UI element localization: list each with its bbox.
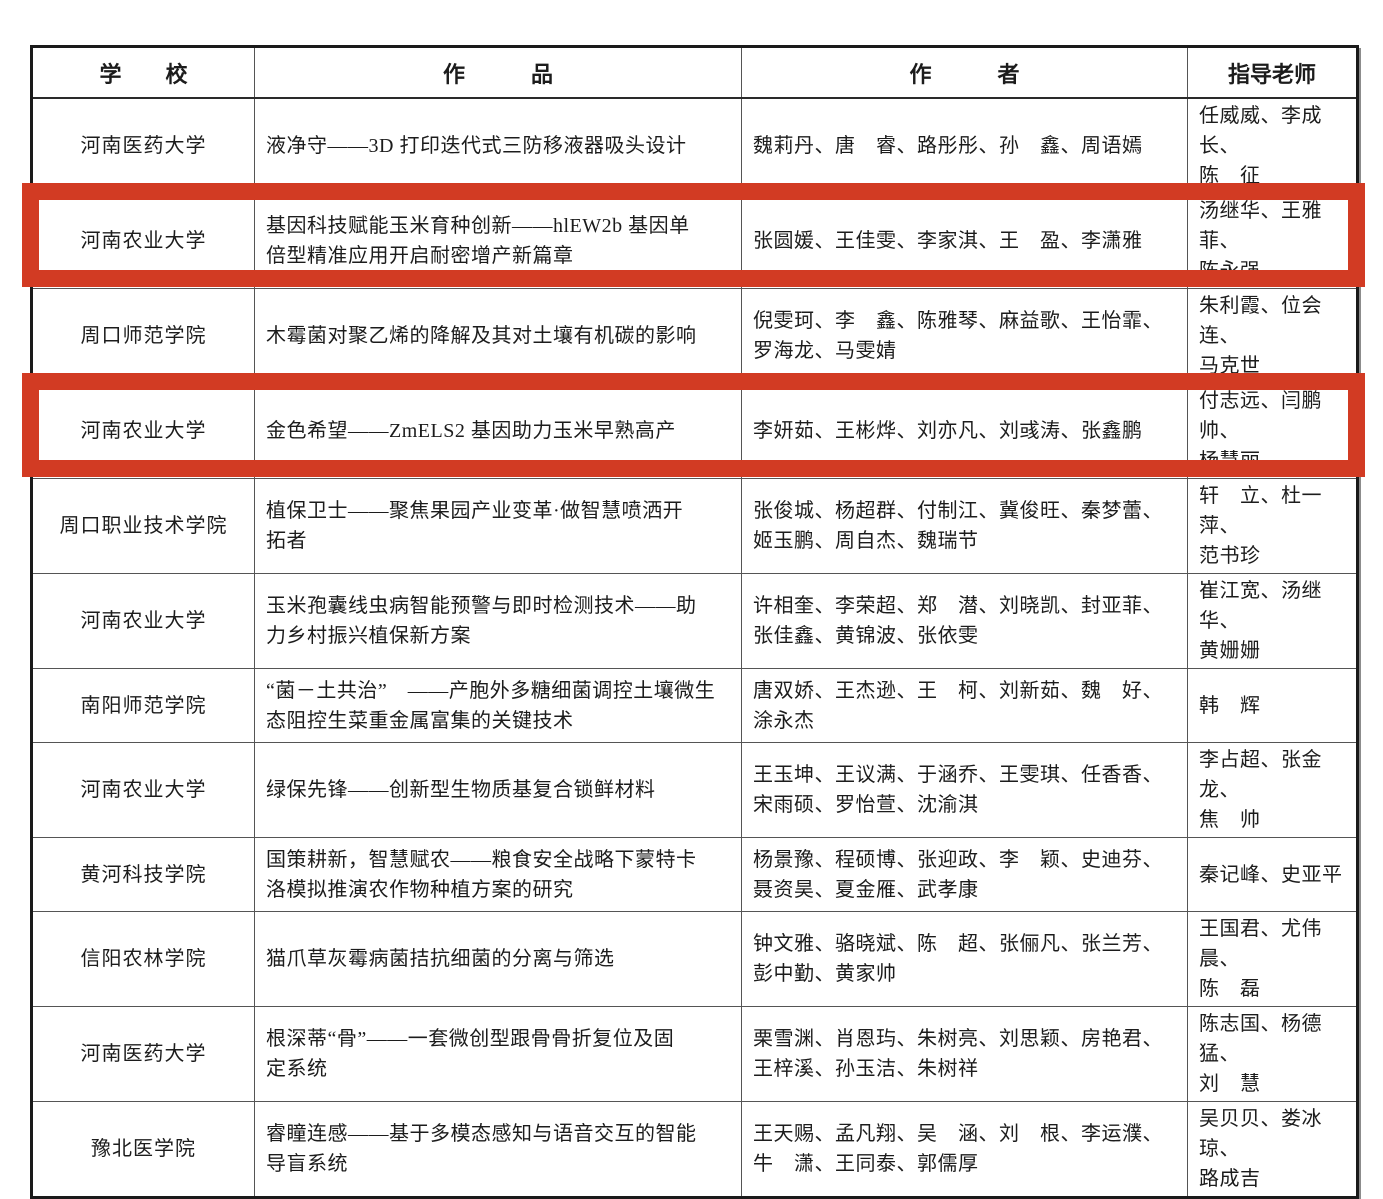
advisors-cell: 吴贝贝、娄冰琼、 路成吉: [1187, 1101, 1358, 1198]
authors-cell: 王天赐、孟凡翔、吴 涵、刘 根、李运濮、 牛 潇、王同泰、郭儒厚: [741, 1101, 1188, 1198]
advisors-cell: 秦记峰、史亚平: [1187, 837, 1358, 912]
table-row: 南阳师范学院 “菌－土共治” ——产胞外多糖细菌调控土壤微生 态阻控生菜重金属富…: [31, 668, 1358, 743]
column-header-authors: 作 者: [741, 46, 1188, 99]
advisors-cell: 崔江宽、汤继华、 黄姗姗: [1187, 573, 1358, 669]
school-cell: 豫北医学院: [31, 1101, 255, 1198]
advisors-cell: 付志远、闫鹏帅、 杨慧丽: [1187, 383, 1358, 479]
work-title-cell: 睿瞳连感——基于多模态感知与语音交互的智能 导盲系统: [254, 1101, 742, 1198]
authors-cell: 杨景豫、程硕博、张迎政、李 颖、史迪芬、 聂资昊、夏金雁、武孝康: [741, 837, 1188, 912]
school-cell: 河南农业大学: [31, 573, 255, 669]
school-cell: 周口职业技术学院: [31, 478, 255, 574]
school-cell: 河南农业大学: [31, 193, 255, 289]
work-title-cell: 植保卫士——聚焦果园产业变革·做智慧喷洒开 拓者: [254, 478, 742, 574]
authors-cell: 倪雯珂、李 鑫、陈雅琴、麻益歌、王怡霏、 罗海龙、马雯婧: [741, 288, 1188, 384]
award-table-region: 学 校 作 品 作 者 指导老师 河南医药大学 液净守——3D 打印迭代式三防移…: [22, 45, 1365, 1199]
school-cell: 河南医药大学: [31, 1006, 255, 1102]
column-header-school: 学 校: [31, 46, 255, 99]
table-row: 河南农业大学 绿保先锋——创新型生物质基复合锁鲜材料 王玉坤、王议满、于涵乔、王…: [31, 742, 1358, 838]
advisors-cell: 韩 辉: [1187, 668, 1358, 743]
work-title-cell: 基因科技赋能玉米育种创新——hlEW2b 基因单 倍型精准应用开启耐密增产新篇章: [254, 193, 742, 289]
table-row: 周口职业技术学院 植保卫士——聚焦果园产业变革·做智慧喷洒开 拓者 张俊城、杨超…: [31, 478, 1358, 574]
table-row: 河南医药大学 根深蒂“骨”——一套微创型跟骨骨折复位及固 定系统 栗雪渊、肖恩玙…: [31, 1006, 1358, 1102]
award-table: 学 校 作 品 作 者 指导老师 河南医药大学 液净守——3D 打印迭代式三防移…: [30, 45, 1359, 1199]
header-row: 学 校 作 品 作 者 指导老师: [31, 46, 1358, 99]
table-row: 河南农业大学 基因科技赋能玉米育种创新——hlEW2b 基因单 倍型精准应用开启…: [31, 193, 1358, 289]
school-cell: 信阳农林学院: [31, 911, 255, 1007]
authors-cell: 唐双娇、王杰逊、王 柯、刘新茹、魏 好、 涂永杰: [741, 668, 1188, 743]
work-title-cell: 根深蒂“骨”——一套微创型跟骨骨折复位及固 定系统: [254, 1006, 742, 1102]
work-title-cell: 液净守——3D 打印迭代式三防移液器吸头设计: [254, 97, 742, 194]
work-title-cell: “菌－土共治” ——产胞外多糖细菌调控土壤微生 态阻控生菜重金属富集的关键技术: [254, 668, 742, 743]
table-header: 学 校 作 品 作 者 指导老师: [31, 46, 1358, 99]
table-row: 周口师范学院 木霉菌对聚乙烯的降解及其对土壤有机碳的影响 倪雯珂、李 鑫、陈雅琴…: [31, 288, 1358, 384]
authors-cell: 张俊城、杨超群、付制江、冀俊旺、秦梦蕾、 姬玉鹏、周自杰、魏瑞节: [741, 478, 1188, 574]
school-cell: 河南医药大学: [31, 97, 255, 194]
table-row: 河南医药大学 液净守——3D 打印迭代式三防移液器吸头设计 魏莉丹、唐 睿、路彤…: [31, 97, 1358, 194]
authors-cell: 王玉坤、王议满、于涵乔、王雯琪、任香香、 宋雨硕、罗怡萱、沈渝淇: [741, 742, 1188, 838]
school-cell: 周口师范学院: [31, 288, 255, 384]
column-header-work: 作 品: [254, 46, 742, 99]
advisors-cell: 陈志国、杨德猛、 刘 慧: [1187, 1006, 1358, 1102]
school-cell: 黄河科技学院: [31, 837, 255, 912]
authors-cell: 许相奎、李荣超、郑 潜、刘晓凯、封亚菲、 张佳鑫、黄锦波、张依雯: [741, 573, 1188, 669]
column-header-advisors: 指导老师: [1187, 46, 1358, 99]
table-row: 黄河科技学院 国策耕新，智慧赋农——粮食安全战略下蒙特卡 洛模拟推演农作物种植方…: [31, 837, 1358, 912]
work-title-cell: 木霉菌对聚乙烯的降解及其对土壤有机碳的影响: [254, 288, 742, 384]
authors-cell: 魏莉丹、唐 睿、路彤彤、孙 鑫、周语嫣: [741, 97, 1188, 194]
work-title-cell: 绿保先锋——创新型生物质基复合锁鲜材料: [254, 742, 742, 838]
authors-cell: 栗雪渊、肖恩玙、朱树亮、刘思颖、房艳君、 王梓溪、孙玉洁、朱树祥: [741, 1006, 1188, 1102]
authors-cell: 张圆媛、王佳雯、李家淇、王 盈、李潇雅: [741, 193, 1188, 289]
table-body: 河南医药大学 液净守——3D 打印迭代式三防移液器吸头设计 魏莉丹、唐 睿、路彤…: [31, 97, 1358, 1198]
advisors-cell: 汤继华、王雅菲、 陈永强: [1187, 193, 1358, 289]
advisors-cell: 朱利霞、位会连、 马克世: [1187, 288, 1358, 384]
work-title-cell: 猫爪草灰霉病菌拮抗细菌的分离与筛选: [254, 911, 742, 1007]
table-row: 河南农业大学 玉米孢囊线虫病智能预警与即时检测技术——助 力乡村振兴植保新方案 …: [31, 573, 1358, 669]
advisors-cell: 轩 立、杜一萍、 范书珍: [1187, 478, 1358, 574]
table-row: 豫北医学院 睿瞳连感——基于多模态感知与语音交互的智能 导盲系统 王天赐、孟凡翔…: [31, 1101, 1358, 1198]
authors-cell: 李妍茹、王彬烨、刘亦凡、刘彧涛、张鑫鹏: [741, 383, 1188, 479]
advisors-cell: 任威威、李成长、 陈 征: [1187, 97, 1358, 194]
work-title-cell: 金色希望——ZmELS2 基因助力玉米早熟高产: [254, 383, 742, 479]
school-cell: 南阳师范学院: [31, 668, 255, 743]
table-row: 信阳农林学院 猫爪草灰霉病菌拮抗细菌的分离与筛选 钟文雅、骆晓斌、陈 超、张俪凡…: [31, 911, 1358, 1007]
school-cell: 河南农业大学: [31, 383, 255, 479]
authors-cell: 钟文雅、骆晓斌、陈 超、张俪凡、张兰芳、 彭中勤、黄家帅: [741, 911, 1188, 1007]
table-row: 河南农业大学 金色希望——ZmELS2 基因助力玉米早熟高产 李妍茹、王彬烨、刘…: [31, 383, 1358, 479]
school-cell: 河南农业大学: [31, 742, 255, 838]
work-title-cell: 国策耕新，智慧赋农——粮食安全战略下蒙特卡 洛模拟推演农作物种植方案的研究: [254, 837, 742, 912]
advisors-cell: 王国君、尤伟晨、 陈 磊: [1187, 911, 1358, 1007]
work-title-cell: 玉米孢囊线虫病智能预警与即时检测技术——助 力乡村振兴植保新方案: [254, 573, 742, 669]
advisors-cell: 李占超、张金龙、 焦 帅: [1187, 742, 1358, 838]
